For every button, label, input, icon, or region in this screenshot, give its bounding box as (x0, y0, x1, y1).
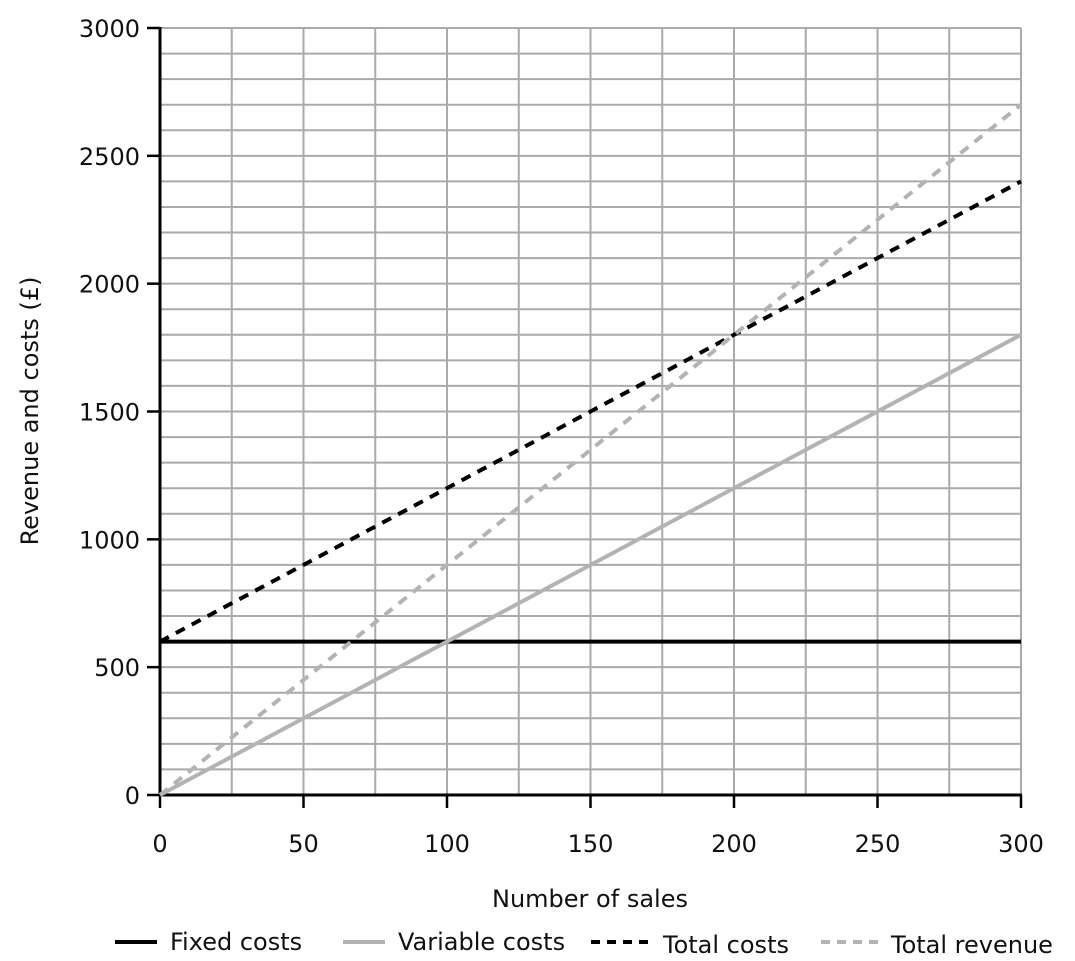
series-line-total-revenue (158, 103, 1023, 797)
axes (147, 26, 1023, 808)
x-tick-label: 50 (288, 830, 319, 858)
y-tick-label: 2500 (79, 143, 140, 171)
series-line-variable-costs (159, 333, 1022, 797)
y-tick-label: 1500 (79, 399, 140, 427)
y-tick-label: 3000 (79, 15, 140, 43)
legend-item-total-revenue: Total revenue (821, 931, 1053, 959)
legend-label-total-revenue: Total revenue (890, 931, 1053, 959)
y-tick-label: 2000 (79, 271, 140, 299)
x-tick-label: 250 (855, 830, 901, 858)
legend-label-variable-costs: Variable costs (398, 928, 565, 956)
grid-lines (160, 27, 1022, 795)
legend-label-fixed-costs: Fixed costs (170, 928, 302, 956)
tick-labels: 0 500 1000 1500 2000 2500 3000 0 50 100 150 200 250 3… (79, 15, 1044, 858)
y-axis-title: Revenue and costs (£) (16, 277, 44, 546)
legend-item-variable-costs: Variable costs (343, 928, 565, 956)
x-axis-title: Number of sales (492, 885, 688, 913)
y-tick-label: 1000 (79, 526, 140, 554)
x-tick-label: 150 (568, 830, 614, 858)
x-tick-label: 0 (152, 830, 167, 858)
legend: Fixed costs Variable costs Total costs T… (115, 928, 1053, 959)
legend-item-fixed-costs: Fixed costs (115, 928, 302, 956)
x-tick-label: 300 (998, 830, 1044, 858)
y-tick-label: 500 (94, 654, 140, 682)
legend-label-total-costs: Total costs (662, 931, 789, 959)
x-tick-label: 100 (424, 830, 470, 858)
series-line-total-costs (159, 179, 1022, 644)
series-lines (158, 103, 1023, 797)
y-tick-label: 0 (125, 782, 140, 810)
legend-item-total-costs: Total costs (591, 931, 789, 959)
x-tick-label: 200 (711, 830, 757, 858)
